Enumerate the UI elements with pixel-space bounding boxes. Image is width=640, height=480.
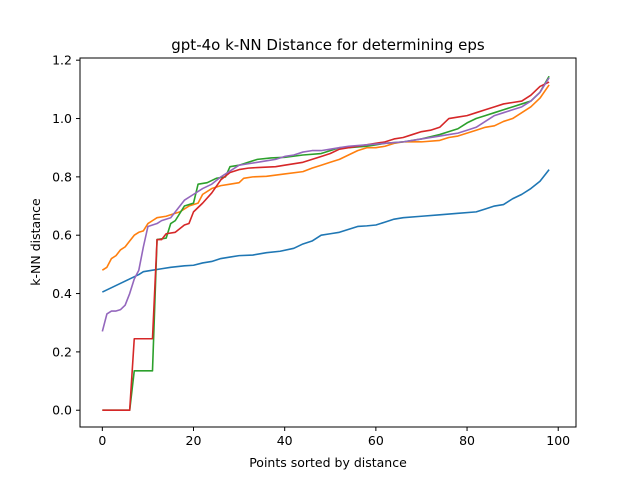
x-tick-label: 40 bbox=[277, 433, 293, 448]
x-tick-label: 20 bbox=[186, 433, 202, 448]
x-tick-label: 80 bbox=[459, 433, 475, 448]
x-axis: 0 20 40 60 80 100 bbox=[98, 427, 570, 448]
x-tick-label: 60 bbox=[368, 433, 384, 448]
chart-title: gpt-4o k-NN Distance for determining eps bbox=[171, 36, 485, 54]
x-tick-label: 100 bbox=[546, 433, 570, 448]
x-axis-label: Points sorted by distance bbox=[249, 455, 407, 470]
y-tick-label: 1.0 bbox=[52, 111, 72, 126]
y-axis: 0.0 0.2 0.4 0.6 0.8 1.0 1.2 bbox=[52, 53, 80, 418]
series-line-3 bbox=[102, 75, 550, 412]
series-line-1 bbox=[101, 169, 550, 293]
series-line-4 bbox=[102, 81, 550, 412]
series-line-5 bbox=[101, 77, 550, 332]
x-tick-label: 0 bbox=[98, 433, 106, 448]
series-line-2 bbox=[101, 84, 550, 271]
plot-frame bbox=[79, 57, 577, 428]
plot-lines bbox=[101, 75, 550, 412]
y-tick-label: 0.4 bbox=[52, 286, 72, 301]
y-tick-label: 0.0 bbox=[52, 403, 72, 418]
y-tick-label: 0.6 bbox=[52, 228, 72, 243]
y-axis-label: k-NN distance bbox=[28, 198, 43, 286]
y-tick-label: 1.2 bbox=[52, 53, 72, 68]
y-tick-label: 0.8 bbox=[52, 169, 72, 184]
y-tick-label: 0.2 bbox=[52, 344, 72, 359]
